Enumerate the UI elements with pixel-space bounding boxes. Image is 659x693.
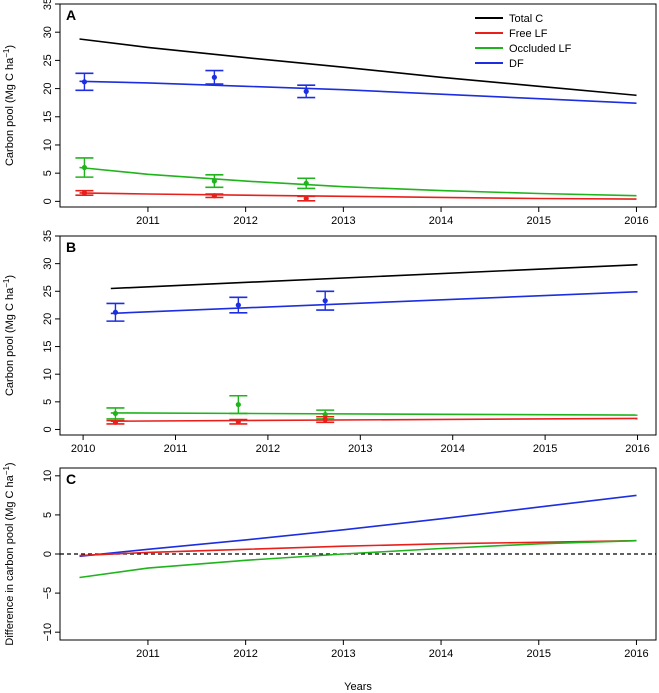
panel-b-xtick-label: 2016 (625, 443, 649, 455)
panel-b-xtick-label: 2012 (256, 443, 280, 455)
panel-b-ylabel-sup: −1 (2, 278, 11, 288)
panel-c-xtick-label: 2012 (233, 648, 257, 660)
panel-b-xtick-label: 2015 (533, 443, 557, 455)
panel-a-xtick-label: 2014 (429, 215, 453, 227)
panel-c-ylabel-text: Difference in carbon pool (Mg C ha (4, 474, 16, 645)
panel-b-free-lf-point (112, 419, 119, 425)
panel-c-ytick-label: 0 (42, 551, 54, 557)
panel-c-xtick-label: 2015 (527, 648, 551, 660)
panel-a-occluded-lf-point (81, 164, 88, 171)
panel-a-occluded-lf-point (211, 178, 217, 184)
panel-b: B 2010 2011 2012 2013 2014 2015 2016 0 5 10 15 20 25 3… (2, 230, 657, 455)
panel-a-line-df (79, 80, 637, 104)
panel-b-ytick-label: 20 (42, 313, 54, 325)
panel-a-ytick-label: 30 (42, 26, 54, 38)
panel-c-xtick-label: 2011 (136, 648, 160, 660)
panel-b-occluded-lf-point (235, 401, 241, 408)
panel-b-xtick-label: 2014 (440, 443, 464, 455)
panel-c-xtick-label: 2013 (331, 648, 355, 660)
panel-b-ylabel-close: ) (4, 275, 16, 279)
panel-a: A 2011 2012 2013 2014 2015 2016 0 5 10 15 20 25 30 35 C… (2, 0, 657, 227)
panel-a-xtick-label: 2013 (331, 215, 355, 227)
panel-a-ylabel: Carbon pool (Mg C ha−1) (2, 45, 16, 166)
panel-a-ytick-label: 20 (42, 82, 54, 94)
panel-b-ylabel: Carbon pool (Mg C ha−1) (2, 275, 16, 396)
panel-a-xtick-label: 2012 (233, 215, 257, 227)
panel-a-df-point (303, 88, 309, 95)
panel-a-ylabel-sup: −1 (2, 48, 11, 58)
panel-c-line-df (79, 494, 637, 558)
panel-b-df-point (235, 302, 241, 308)
panel-a-line-free-lf (79, 192, 637, 200)
panel-a-line-total-c (79, 38, 637, 97)
panel-a-ylabel-text: Carbon pool (Mg C ha (4, 57, 16, 166)
panel-a-frame (59, 3, 657, 208)
panel-b-ytick-label: 35 (42, 230, 54, 242)
panel-a-df-point (211, 74, 217, 80)
panel-a-ytick-label: 5 (42, 170, 54, 176)
panel-b-ytick-label: 15 (42, 340, 54, 352)
panel-b-free-lf-point (322, 416, 328, 423)
panel-b-df-point (322, 298, 328, 304)
panel-b-frame (59, 235, 657, 436)
panel-c-label: C (66, 471, 76, 487)
panel-b-ytick-label: 25 (42, 285, 54, 297)
panel-c: C 2011 2012 2013 2014 2015 2016 −10 −5 0 5 10 Differ… (2, 462, 657, 660)
x-axis-label: Years (344, 681, 372, 693)
legend-label-total-c: Total C (509, 13, 543, 25)
panel-c-xtick-label: 2014 (429, 648, 453, 660)
panel-b-ytick-label: 30 (42, 258, 54, 270)
panel-b-line-occluded-lf (110, 412, 638, 416)
panel-a-occluded-lf-point (303, 180, 309, 186)
panel-c-xtick-label: 2016 (624, 648, 648, 660)
panel-b-occluded-lf-point (112, 410, 119, 417)
panel-c-ytick-label: 5 (42, 512, 54, 518)
legend-label-df: DF (509, 58, 524, 70)
legend: Total C Free LF Occluded LF DF (475, 13, 572, 70)
panel-b-df-point (112, 309, 119, 315)
panel-a-ytick-label: 0 (42, 198, 54, 204)
panel-a-line-occluded-lf (79, 166, 637, 197)
panel-a-free-lf-point (211, 193, 217, 199)
panel-b-label: B (66, 239, 76, 255)
panel-b-ylabel-text: Carbon pool (Mg C ha (4, 287, 16, 396)
panel-c-line-occluded-lf (79, 539, 637, 579)
panel-b-xtick-label: 2013 (348, 443, 372, 455)
panel-b-xtick-label: 2010 (71, 443, 95, 455)
panel-c-ytick-label: −10 (42, 623, 54, 642)
panel-a-label: A (66, 7, 76, 23)
panel-a-xtick-label: 2016 (624, 215, 648, 227)
panel-a-ylabel-close: ) (4, 45, 16, 49)
panel-a-free-lf-point (303, 195, 309, 202)
panel-a-xtick-label: 2015 (527, 215, 551, 227)
panel-a-df-point (81, 79, 88, 85)
panel-b-line-total-c (110, 263, 638, 290)
panel-c-ylabel: Difference in carbon pool (Mg C ha−1) (2, 462, 16, 645)
panel-c-ylabel-close: ) (4, 462, 16, 466)
panel-a-xtick-label: 2011 (136, 215, 160, 227)
panel-a-ytick-label: 25 (42, 54, 54, 66)
panel-a-ytick-label: 15 (42, 111, 54, 123)
panel-a-free-lf-point (81, 190, 88, 196)
panel-a-ytick-label: 10 (42, 139, 54, 151)
panel-b-line-free-lf (110, 417, 638, 423)
panel-b-occluded-lf-point (322, 411, 328, 418)
panel-c-line-free-lf (79, 539, 637, 557)
panel-c-ytick-label: 10 (42, 470, 54, 482)
panel-b-ytick-label: 5 (42, 399, 54, 405)
panel-b-line-df (110, 291, 638, 315)
panel-b-xtick-label: 2011 (164, 443, 188, 455)
legend-label-free-lf: Free LF (509, 28, 548, 40)
panel-b-ytick-label: 0 (42, 426, 54, 432)
panel-b-free-lf-point (235, 419, 241, 425)
panel-c-ylabel-sup: −1 (2, 466, 11, 476)
legend-label-occluded-lf: Occluded LF (509, 43, 572, 55)
panel-a-ytick-label: 35 (42, 0, 54, 10)
panel-c-ytick-label: −5 (42, 587, 54, 600)
panel-b-ytick-label: 10 (42, 368, 54, 380)
